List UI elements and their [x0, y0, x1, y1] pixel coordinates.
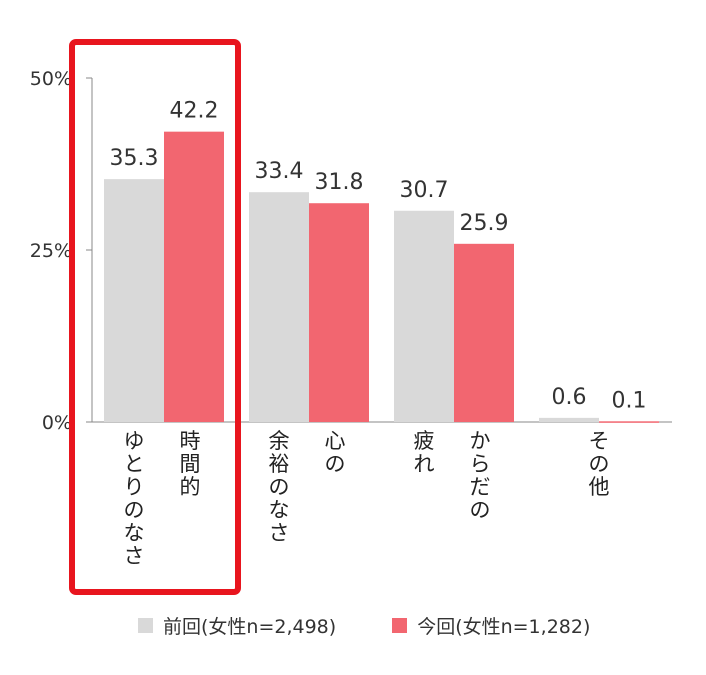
legend-label-previous: 前回(女性n=2,498) — [163, 616, 337, 638]
value-label: 31.8 — [315, 170, 364, 195]
bar-previous — [104, 179, 164, 422]
category-label: その他 — [589, 429, 610, 499]
value-label: 42.2 — [170, 99, 219, 124]
value-label: 25.9 — [460, 211, 509, 236]
value-label: 0.6 — [552, 385, 587, 410]
highlight-box — [69, 39, 241, 595]
value-label: 30.7 — [400, 178, 449, 203]
category-label: からだの — [470, 429, 491, 522]
category-label: 疲れ — [414, 429, 435, 476]
legend-swatch-current — [392, 618, 408, 633]
bar-previous — [249, 192, 309, 422]
legend-item-previous: 前回(女性n=2,498) — [138, 612, 336, 639]
bar-previous — [539, 417, 599, 422]
legend-item-current: 今回(女性n=1,282) — [392, 612, 590, 639]
bar-current — [599, 421, 659, 423]
bar-current — [454, 243, 514, 422]
bar-previous — [394, 210, 454, 422]
value-labels: 35.3 33.4 30.7 0.6 42.2 31.8 25.9 0.1 — [110, 99, 647, 414]
category-label: ゆとりのなさ — [124, 429, 145, 568]
highlight-box-group — [69, 39, 241, 595]
bar-current — [164, 131, 224, 422]
category-label: 余裕のなさ — [269, 429, 290, 545]
category-label: 時間的 — [180, 429, 201, 499]
bar-current — [309, 203, 369, 422]
y-tick-label: 25% — [30, 240, 72, 262]
y-tick-label: 50% — [30, 68, 72, 90]
legend-label-current: 今回(女性n=1,282) — [417, 616, 591, 638]
value-label: 33.4 — [255, 159, 304, 184]
category-label: 心の — [325, 429, 346, 476]
category-labels: ゆとりのなさ 時間的 余裕のなさ 心の 疲れ からだの その他 — [124, 429, 610, 568]
value-label: 0.1 — [612, 388, 647, 413]
bars — [104, 131, 659, 423]
legend-swatch-previous — [138, 618, 153, 633]
value-label: 35.3 — [110, 146, 159, 171]
legend: 前回(女性n=2,498) 今回(女性n=1,282) — [138, 612, 590, 639]
y-tick-label: 0% — [42, 412, 72, 434]
bar-chart: 0%25%50% 35.333.430.70.642.231.825.90.1 … — [30, 39, 672, 595]
